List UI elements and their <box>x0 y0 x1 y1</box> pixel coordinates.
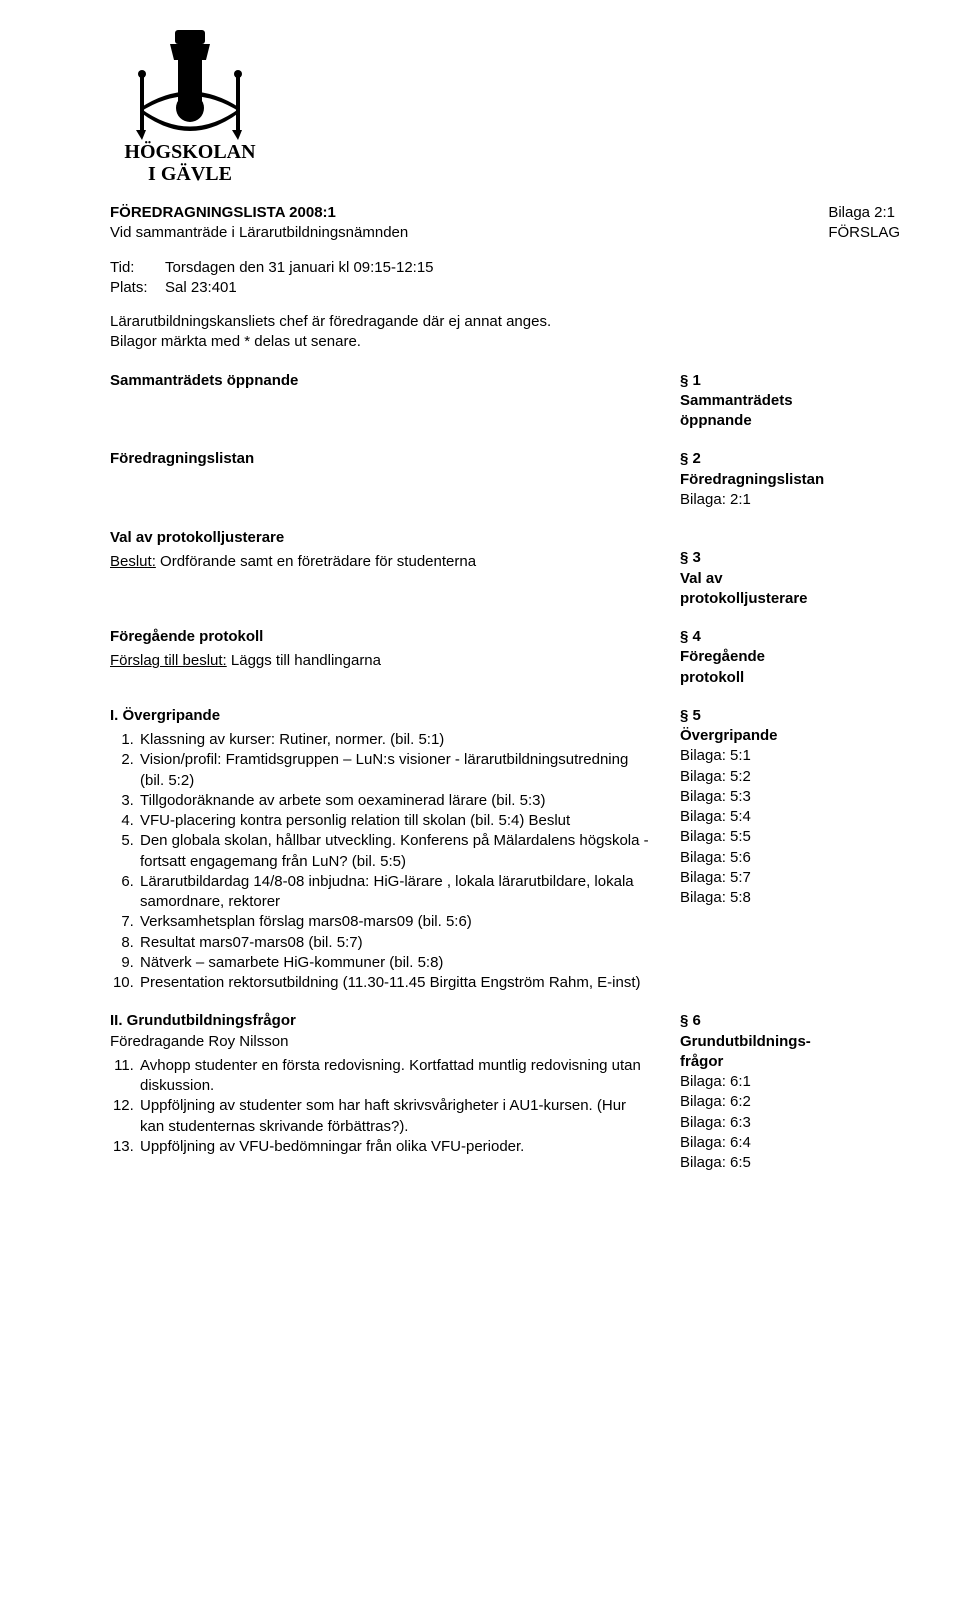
s6-sub: Föredragande Roy Nilsson <box>110 1032 650 1052</box>
list-item: Den globala skolan, hållbar utveckling. … <box>138 831 650 872</box>
list-item: Vision/profil: Framtidsgruppen – LuN:s v… <box>138 750 650 791</box>
s6-bilaga: Bilaga: 6:2 <box>680 1092 900 1112</box>
s4-forslag-text: Läggs till handlingarna <box>227 652 381 669</box>
s3-r3: protokolljusterare <box>680 589 900 609</box>
s1-heading: Sammanträdets öppnande <box>110 371 650 391</box>
list-item: Nätverk – samarbete HiG-kommuner (bil. 5… <box>138 953 650 973</box>
s1-r3: öppnande <box>680 411 900 431</box>
s5-heading: I. Övergripande <box>110 706 650 726</box>
tid-label: Tid: <box>110 258 165 278</box>
list-item: Resultat mars07-mars08 (bil. 5:7) <box>138 933 650 953</box>
s1-num: § 1 <box>680 371 900 391</box>
s4-body: Förslag till beslut: Läggs till handling… <box>110 651 650 671</box>
s2-r2: Föredragningslistan <box>680 470 900 490</box>
title-block: FÖREDRAGNINGSLISTA 2008:1 Vid sammanträd… <box>110 203 900 244</box>
svg-text:HÖGSKOLAN: HÖGSKOLAN <box>124 140 256 163</box>
s4-forslag-label: Förslag till beslut: <box>110 652 227 669</box>
s6-bilaga: Bilaga: 6:5 <box>680 1153 900 1173</box>
list-item: Uppföljning av VFU-bedömningar från olik… <box>138 1137 650 1157</box>
s4-r2: Föregående <box>680 647 900 667</box>
list-item: Uppföljning av studenter som har haft sk… <box>138 1096 650 1137</box>
s5-bilaga: Bilaga: 5:2 <box>680 767 900 787</box>
s6-bilaga: Bilaga: 6:1 <box>680 1072 900 1092</box>
list-item: Presentation rektorsutbildning (11.30-11… <box>138 973 650 993</box>
section-4: Föregående protokoll Förslag till beslut… <box>110 627 900 688</box>
s6-r2: Grundutbildnings- <box>680 1032 900 1052</box>
s1-r2: Sammanträdets <box>680 391 900 411</box>
s4-r3: protokoll <box>680 668 900 688</box>
section-3: Val av protokolljusterare Beslut: Ordför… <box>110 528 900 609</box>
bilaga-label: Bilaga 2:1 <box>828 203 900 223</box>
s5-list: Klassning av kurser: Rutiner, normer. (b… <box>110 730 650 993</box>
s4-heading: Föregående protokoll <box>110 627 650 647</box>
s3-beslut-label: Beslut: <box>110 553 156 570</box>
list-item: Lärarutbildardag 14/8-08 inbjudna: HiG-l… <box>138 872 650 913</box>
svg-text:I GÄVLE: I GÄVLE <box>148 162 232 185</box>
s3-r2: Val av <box>680 569 900 589</box>
note-line2: Bilagor märkta med * delas ut senare. <box>110 332 900 352</box>
meta-block: Tid: Torsdagen den 31 januari kl 09:15-1… <box>110 258 900 299</box>
s5-bilaga: Bilaga: 5:8 <box>680 888 900 908</box>
s5-num: § 5 <box>680 706 900 726</box>
list-item: Verksamhetsplan förslag mars08-mars09 (b… <box>138 912 650 932</box>
doc-title: FÖREDRAGNINGSLISTA 2008:1 <box>110 203 900 223</box>
s6-num: § 6 <box>680 1011 900 1031</box>
forslag-label: FÖRSLAG <box>828 223 900 243</box>
plats-value: Sal 23:401 <box>165 278 237 298</box>
s5-bilaga: Bilaga: 5:7 <box>680 868 900 888</box>
doc-subtitle: Vid sammanträde i Lärarutbildningsnämnde… <box>110 223 900 243</box>
s6-r3: frågor <box>680 1052 900 1072</box>
note-block: Lärarutbildningskansliets chef är föredr… <box>110 312 900 353</box>
s5-bilaga: Bilaga: 5:5 <box>680 827 900 847</box>
s2-r3: Bilaga: 2:1 <box>680 490 900 510</box>
header-right: Bilaga 2:1 FÖRSLAG <box>828 203 900 244</box>
section-5: I. Övergripande Klassning av kurser: Rut… <box>110 706 900 994</box>
list-item: Avhopp studenter en första redovisning. … <box>138 1056 650 1097</box>
plats-label: Plats: <box>110 278 165 298</box>
tid-value: Torsdagen den 31 januari kl 09:15-12:15 <box>165 258 434 278</box>
section-2: Föredragningslistan § 2 Föredragningslis… <box>110 449 900 510</box>
list-item: Tillgodoräknande av arbete som oexaminer… <box>138 791 650 811</box>
s2-num: § 2 <box>680 449 900 469</box>
note-line1: Lärarutbildningskansliets chef är föredr… <box>110 312 900 332</box>
s4-num: § 4 <box>680 627 900 647</box>
s3-heading: Val av protokolljusterare <box>110 528 650 548</box>
list-item: Klassning av kurser: Rutiner, normer. (b… <box>138 730 650 750</box>
s5-r-overg: Övergripande <box>680 726 900 746</box>
s5-bilaga: Bilaga: 5:4 <box>680 807 900 827</box>
s6-bilaga: Bilaga: 6:4 <box>680 1133 900 1153</box>
s5-bilaga: Bilaga: 5:1 <box>680 746 900 766</box>
section-1: Sammanträdets öppnande § 1 Sammanträdets… <box>110 371 900 432</box>
s3-body: Beslut: Ordförande samt en företrädare f… <box>110 552 650 572</box>
logo: HÖGSKOLAN I GÄVLE <box>110 30 900 185</box>
s3-num: § 3 <box>680 548 900 568</box>
list-item: VFU-placering kontra personlig relation … <box>138 811 650 831</box>
s5-bilaga: Bilaga: 5:3 <box>680 787 900 807</box>
s6-heading: II. Grundutbildningsfrågor <box>110 1011 650 1031</box>
s5-bilaga: Bilaga: 5:6 <box>680 848 900 868</box>
s3-beslut-text: Ordförande samt en företrädare för stude… <box>156 553 476 570</box>
s6-list: Avhopp studenter en första redovisning. … <box>110 1056 650 1157</box>
s2-heading: Föredragningslistan <box>110 449 650 469</box>
s6-bilaga: Bilaga: 6:3 <box>680 1113 900 1133</box>
section-6: II. Grundutbildningsfrågor Föredragande … <box>110 1011 900 1173</box>
